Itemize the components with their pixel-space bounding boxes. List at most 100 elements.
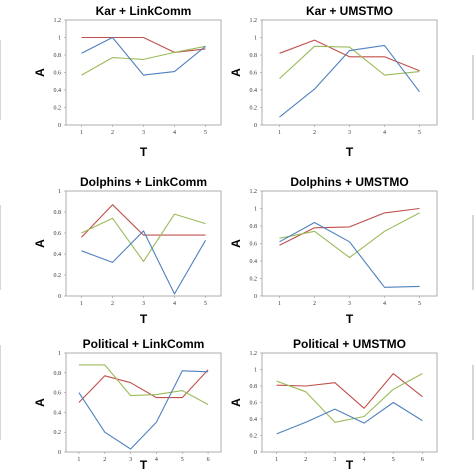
y-tick-label: 1	[58, 36, 61, 42]
x-axis-label: T	[346, 312, 354, 326]
y-tick-label: 0.4	[54, 252, 62, 258]
chart-title: Kar + LinkComm	[96, 4, 192, 18]
y-tick-label: 0.8	[54, 53, 62, 59]
chart-title: Kar + UMSTMO	[306, 4, 393, 18]
chart-panel-1: Kar + LinkComm 0 0.2 0.4 0.6 0.8 1 1.2 1 2 3 4 5 T A	[33, 4, 222, 159]
series-line-2	[81, 45, 206, 76]
y-tick-label: 0	[58, 123, 61, 129]
y-tick-label: 0.8	[250, 224, 258, 230]
x-tick-label: 2	[304, 457, 307, 463]
plot-area	[261, 352, 438, 453]
chart-title: Political + UMSTMO	[293, 337, 406, 351]
y-tick-label: 1	[254, 36, 257, 42]
y-tick-label: 0	[58, 450, 61, 456]
x-tick-label: 1	[275, 457, 278, 463]
x-tick-label: 5	[418, 130, 421, 136]
x-tick-label: 4	[383, 130, 386, 136]
chart-panel-6: Political + UMSTMO 0 0.2 0.4 0.6 0.8 1 1.2 1 2 3 4 5…	[229, 337, 438, 472]
x-tick-label: 3	[333, 457, 336, 463]
y-axis-label: A	[229, 398, 243, 407]
y-tick-label: 0.2	[250, 106, 258, 112]
y-tick-label: 1.2	[250, 18, 258, 24]
y-tick-label: 0.6	[250, 401, 258, 407]
chart-title: Dolphins + LinkComm	[80, 175, 207, 189]
x-tick-label: 2	[103, 457, 106, 463]
series-line-2	[279, 45, 420, 80]
series-line-1	[81, 36, 206, 53]
y-tick-label: 0.8	[250, 384, 258, 390]
x-tick-label: 3	[348, 301, 351, 307]
y-tick-label: 0.8	[54, 210, 62, 216]
y-tick-label: 1	[254, 207, 257, 213]
series-line-1	[78, 369, 209, 403]
series-line-3	[279, 44, 420, 118]
y-tick-label: 0	[58, 294, 61, 300]
chart-panel-4: Dolphins + UMSTMO 0 0.2 0.4 0.6 0.8 1 1.2 1 2 3 4 5 T…	[229, 175, 438, 326]
y-tick-label: 0.6	[54, 71, 62, 77]
x-tick-label: 6	[207, 457, 210, 463]
x-tick-label: 2	[111, 301, 114, 307]
chart-title: Dolphins + UMSTMO	[290, 175, 408, 189]
x-tick-label: 5	[204, 301, 207, 307]
x-axis-label: T	[346, 458, 354, 472]
plot-area	[65, 190, 222, 297]
y-tick-label: 0.2	[54, 273, 62, 279]
x-axis-label: T	[346, 145, 354, 159]
y-tick-label: 1.2	[54, 18, 62, 24]
y-tick-label: 1	[254, 368, 257, 374]
y-tick-label: 0.6	[54, 391, 62, 397]
y-axis-label: A	[33, 239, 47, 248]
series-line-3	[78, 370, 209, 450]
y-tick-label: 0.4	[250, 417, 258, 423]
y-tick-label: 0	[254, 123, 257, 129]
series-line-1	[81, 204, 206, 238]
x-tick-label: 5	[181, 457, 184, 463]
series-line-2	[279, 212, 420, 259]
y-tick-label: 1.2	[250, 189, 258, 195]
x-tick-label: 3	[142, 301, 145, 307]
series-line-1	[276, 373, 423, 409]
y-tick-label: 0	[254, 450, 257, 456]
x-tick-label: 1	[278, 301, 281, 307]
x-tick-label: 1	[77, 457, 80, 463]
y-tick-label: 0	[254, 294, 257, 300]
y-tick-label: 1	[58, 351, 61, 357]
x-tick-label: 5	[418, 301, 421, 307]
series-line-3	[276, 401, 423, 435]
x-tick-label: 3	[129, 457, 132, 463]
plot-area	[65, 352, 222, 453]
y-tick-label: 0.2	[250, 277, 258, 283]
x-tick-label: 5	[392, 457, 395, 463]
y-tick-label: 0.2	[54, 430, 62, 436]
y-tick-label: 0.6	[250, 242, 258, 248]
y-tick-label: 0.8	[54, 371, 62, 377]
x-tick-label: 2	[313, 301, 316, 307]
chart-panel-3: Dolphins + LinkComm 0 0.2 0.4 0.6 0.8 1 1 2 3 4 5 T A	[33, 175, 222, 326]
y-tick-label: 0.2	[250, 434, 258, 440]
y-tick-label: 0.2	[54, 106, 62, 112]
x-tick-label: 3	[348, 130, 351, 136]
series-line-3	[279, 221, 420, 288]
y-axis-label: A	[229, 239, 243, 248]
y-tick-label: 0.6	[54, 231, 62, 237]
x-tick-label: 4	[383, 301, 386, 307]
x-tick-label: 1	[80, 130, 83, 136]
series-line-2	[81, 213, 206, 262]
x-tick-label: 4	[155, 457, 158, 463]
y-tick-label: 0.4	[250, 88, 258, 94]
y-axis-label: A	[33, 68, 47, 77]
y-tick-label: 0.4	[54, 410, 62, 416]
series-line-3	[81, 230, 206, 295]
chart-title: Political + LinkComm	[83, 337, 205, 351]
y-tick-label: 0.4	[250, 259, 258, 265]
series-line-2	[78, 364, 209, 405]
y-axis-label: A	[229, 68, 243, 77]
y-tick-label: 0.6	[250, 71, 258, 77]
series-line-2	[276, 373, 423, 423]
y-tick-label: 0.4	[54, 88, 62, 94]
y-axis-label: A	[33, 398, 47, 407]
plot-area	[261, 190, 438, 297]
x-tick-label: 4	[363, 457, 366, 463]
x-axis-label: T	[140, 458, 148, 472]
